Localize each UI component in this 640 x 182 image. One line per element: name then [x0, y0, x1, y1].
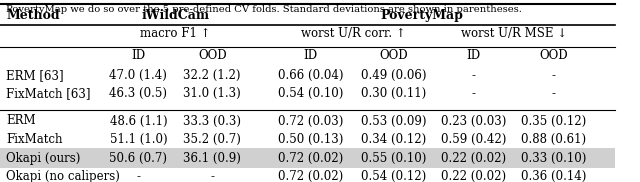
Text: 0.55 (0.10): 0.55 (0.10)	[361, 152, 426, 165]
Text: FixMatch: FixMatch	[6, 133, 63, 146]
Text: 0.88 (0.61): 0.88 (0.61)	[521, 133, 586, 146]
Text: 0.66 (0.04): 0.66 (0.04)	[278, 69, 344, 82]
Text: 36.1 (0.9): 36.1 (0.9)	[183, 152, 241, 165]
Text: ERM: ERM	[6, 114, 36, 127]
Text: -: -	[552, 87, 556, 100]
Text: 0.35 (0.12): 0.35 (0.12)	[521, 114, 586, 127]
Text: Okapi (no calipers): Okapi (no calipers)	[6, 170, 120, 182]
Text: 0.50 (0.13): 0.50 (0.13)	[278, 133, 343, 146]
Text: 0.49 (0.06): 0.49 (0.06)	[361, 69, 426, 82]
Text: Method: Method	[6, 9, 60, 22]
Text: PovertyMap: PovertyMap	[380, 9, 463, 22]
Text: OOD: OOD	[540, 49, 568, 62]
Text: 0.33 (0.10): 0.33 (0.10)	[521, 152, 586, 165]
Text: OOD: OOD	[380, 49, 408, 62]
Text: 46.3 (0.5): 46.3 (0.5)	[109, 87, 168, 100]
Text: 35.2 (0.7): 35.2 (0.7)	[183, 133, 241, 146]
Text: -: -	[472, 87, 476, 100]
Text: ID: ID	[467, 49, 481, 62]
Text: 51.1 (1.0): 51.1 (1.0)	[109, 133, 167, 146]
Text: -: -	[472, 69, 476, 82]
Text: -: -	[136, 170, 140, 182]
Text: iWildCam: iWildCam	[141, 9, 209, 22]
Text: 0.22 (0.02): 0.22 (0.02)	[441, 152, 506, 165]
Text: ID: ID	[131, 49, 145, 62]
Text: worst U/R MSE ↓: worst U/R MSE ↓	[461, 27, 567, 40]
Text: 32.2 (1.2): 32.2 (1.2)	[184, 69, 241, 82]
Text: OOD: OOD	[198, 49, 227, 62]
Text: 0.72 (0.03): 0.72 (0.03)	[278, 114, 343, 127]
Text: 48.6 (1.1): 48.6 (1.1)	[109, 114, 167, 127]
Text: 0.34 (0.12): 0.34 (0.12)	[361, 133, 426, 146]
Text: 0.30 (0.11): 0.30 (0.11)	[361, 87, 426, 100]
Text: 0.59 (0.42): 0.59 (0.42)	[441, 133, 506, 146]
Text: PovertyMap we do so over the 5 pre-defined CV folds. Standard deviations are sho: PovertyMap we do so over the 5 pre-defin…	[6, 5, 522, 14]
Text: 0.22 (0.02): 0.22 (0.02)	[441, 170, 506, 182]
Text: FixMatch [63]: FixMatch [63]	[6, 87, 91, 100]
Text: 0.53 (0.09): 0.53 (0.09)	[361, 114, 426, 127]
Text: 50.6 (0.7): 50.6 (0.7)	[109, 152, 168, 165]
Text: worst U/R corr. ↑: worst U/R corr. ↑	[301, 27, 406, 40]
Text: 0.72 (0.02): 0.72 (0.02)	[278, 152, 343, 165]
Text: ERM [63]: ERM [63]	[6, 69, 64, 82]
Text: -: -	[552, 69, 556, 82]
Text: 0.72 (0.02): 0.72 (0.02)	[278, 170, 343, 182]
Text: 33.3 (0.3): 33.3 (0.3)	[183, 114, 241, 127]
Text: 31.0 (1.3): 31.0 (1.3)	[183, 87, 241, 100]
Text: 0.54 (0.12): 0.54 (0.12)	[361, 170, 426, 182]
FancyBboxPatch shape	[0, 149, 615, 168]
Text: 47.0 (1.4): 47.0 (1.4)	[109, 69, 167, 82]
Text: ID: ID	[303, 49, 317, 62]
Text: macro F1 ↑: macro F1 ↑	[140, 27, 211, 40]
Text: 0.54 (0.10): 0.54 (0.10)	[278, 87, 343, 100]
Text: 0.36 (0.14): 0.36 (0.14)	[521, 170, 586, 182]
Text: -: -	[210, 170, 214, 182]
Text: 0.23 (0.03): 0.23 (0.03)	[441, 114, 506, 127]
Text: Okapi (ours): Okapi (ours)	[6, 152, 81, 165]
